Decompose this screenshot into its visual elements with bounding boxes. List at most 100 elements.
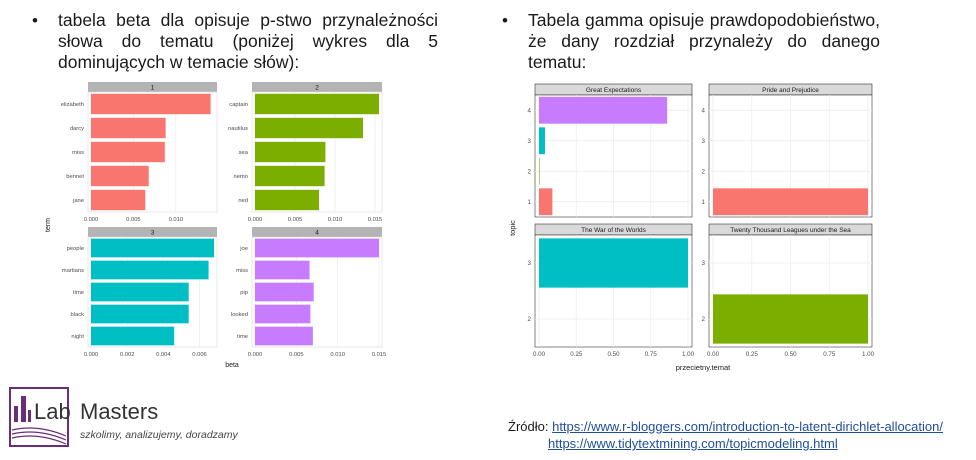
x-tick-label: 0.000 — [248, 217, 263, 223]
facet-title: 4 — [315, 230, 319, 237]
x-tick-label: 0.75 — [645, 351, 658, 358]
bar — [713, 294, 868, 344]
bar — [539, 188, 553, 216]
y-tick-label: 2 — [528, 316, 532, 323]
y-tick-label: black — [70, 312, 84, 318]
bar — [539, 157, 540, 185]
y-tick-label: 2 — [528, 168, 532, 175]
x-tick-label: 0.50 — [784, 351, 797, 358]
bar — [713, 188, 868, 216]
y-tick-label: jane — [72, 198, 84, 204]
y-tick-label: 2 — [702, 316, 706, 323]
bar — [255, 141, 326, 163]
labmasters-logo: Lab Masters szkolimy, analizujemy, dorad… — [9, 387, 238, 447]
source-link-rbloggers[interactable]: https://www.r-bloggers.com/introduction-… — [552, 419, 943, 434]
x-tick-label: 0.75 — [823, 351, 836, 358]
y-tick-label: time — [237, 334, 248, 340]
x-tick-label: 0.006 — [192, 352, 207, 358]
gamma-chart: Great Expectations 1 2 3 4 Pride and Prejudic… — [508, 83, 875, 372]
x-tick-label: 0.015 — [368, 217, 383, 223]
y-tick-label: time — [73, 290, 84, 296]
logo-name-masters: Masters — [80, 399, 158, 424]
y-axis-title: term — [45, 218, 52, 232]
facet-strip — [88, 227, 217, 237]
left-bullet-text: tabela beta dla opisuje p-stwo przynależ… — [58, 10, 438, 72]
bullet-marker: • — [32, 11, 38, 30]
source-label: Źródło: — [508, 419, 549, 434]
right-bullet: • Tabela gamma opisuje prawdopodobieństw… — [502, 10, 880, 73]
bullet-marker: • — [502, 11, 508, 30]
bar — [255, 326, 313, 346]
x-axis-title: przecietny.temat — [676, 363, 731, 372]
x-axis-title: beta — [225, 362, 239, 369]
y-tick-label: 1 — [702, 199, 706, 206]
x-tick-label: 0.50 — [607, 351, 620, 358]
y-tick-label: 3 — [528, 138, 532, 145]
facet-title: Twenty Thousand Leagues under the Sea — [730, 227, 851, 234]
bar — [539, 238, 688, 288]
x-tick-label: 0.25 — [746, 351, 759, 358]
x-tick-label: 0.25 — [570, 351, 583, 358]
y-tick-label: martians — [62, 268, 84, 274]
bar — [539, 127, 545, 155]
bar — [91, 189, 146, 211]
x-tick-label: 1.00 — [682, 351, 695, 358]
y-tick-label: 3 — [702, 138, 706, 145]
y-tick-label: pip — [240, 290, 248, 296]
x-tick-label: 0.00 — [533, 351, 546, 358]
y-tick-label: people — [67, 246, 84, 252]
y-tick-label: sea — [239, 150, 249, 156]
bar — [255, 117, 363, 139]
x-tick-label: 0.005 — [126, 217, 141, 223]
source-link-tidytext[interactable]: https://www.tidytextmining.com/topicmode… — [548, 436, 838, 451]
bar — [91, 238, 214, 258]
y-tick-label: nemo — [233, 174, 248, 180]
facet-strip — [252, 227, 382, 237]
x-tick-label: 0.002 — [120, 352, 135, 358]
bar — [255, 238, 379, 258]
x-tick-label: 0.000 — [84, 217, 99, 223]
logo-name-lab: Lab — [34, 399, 71, 424]
right-bullet-text: Tabela gamma opisuje prawdopodobieństwo,… — [528, 10, 880, 72]
facet-strip — [88, 82, 217, 92]
y-tick-label: miss — [72, 150, 84, 156]
bar — [255, 282, 314, 302]
facet-title: 2 — [315, 85, 319, 92]
bar — [539, 96, 668, 124]
facet-title: 3 — [151, 230, 155, 237]
left-bullet: • tabela beta dla opisuje p-stwo przynal… — [32, 10, 438, 73]
x-tick-label: 0.005 — [288, 217, 303, 223]
y-tick-label: looked — [231, 312, 248, 318]
y-tick-label: captain — [229, 102, 248, 108]
bar — [91, 260, 209, 280]
bar — [91, 326, 175, 346]
y-tick-label: darcy — [70, 126, 84, 132]
bar — [255, 93, 379, 115]
y-tick-label: miss — [236, 268, 248, 274]
y-tick-label: ned — [238, 198, 248, 204]
bar — [91, 117, 166, 139]
x-tick-label: 1.00 — [862, 351, 875, 358]
bar — [255, 304, 311, 324]
bar — [255, 165, 325, 187]
facet-title: Pride and Prejudice — [762, 87, 819, 94]
source-block: Źródło: https://www.r-bloggers.com/intro… — [508, 418, 943, 452]
y-tick-label: bennet — [66, 174, 84, 180]
y-axis-title: topic — [508, 220, 517, 236]
bar — [91, 282, 189, 302]
x-tick-label: 0.004 — [156, 352, 171, 358]
y-tick-label: 3 — [528, 260, 532, 267]
bar — [91, 304, 189, 324]
bar — [91, 93, 211, 115]
y-tick-label: joe — [239, 246, 248, 252]
bar — [255, 260, 310, 280]
y-tick-label: 1 — [528, 199, 532, 206]
bar — [91, 141, 165, 163]
y-tick-label: 3 — [702, 260, 706, 267]
bar — [91, 165, 149, 187]
y-tick-label: 2 — [702, 168, 706, 175]
x-tick-label: 0.010 — [169, 217, 184, 223]
x-tick-label: 0.000 — [84, 352, 99, 358]
y-tick-label: 4 — [528, 107, 532, 114]
logo-mark — [9, 387, 69, 447]
